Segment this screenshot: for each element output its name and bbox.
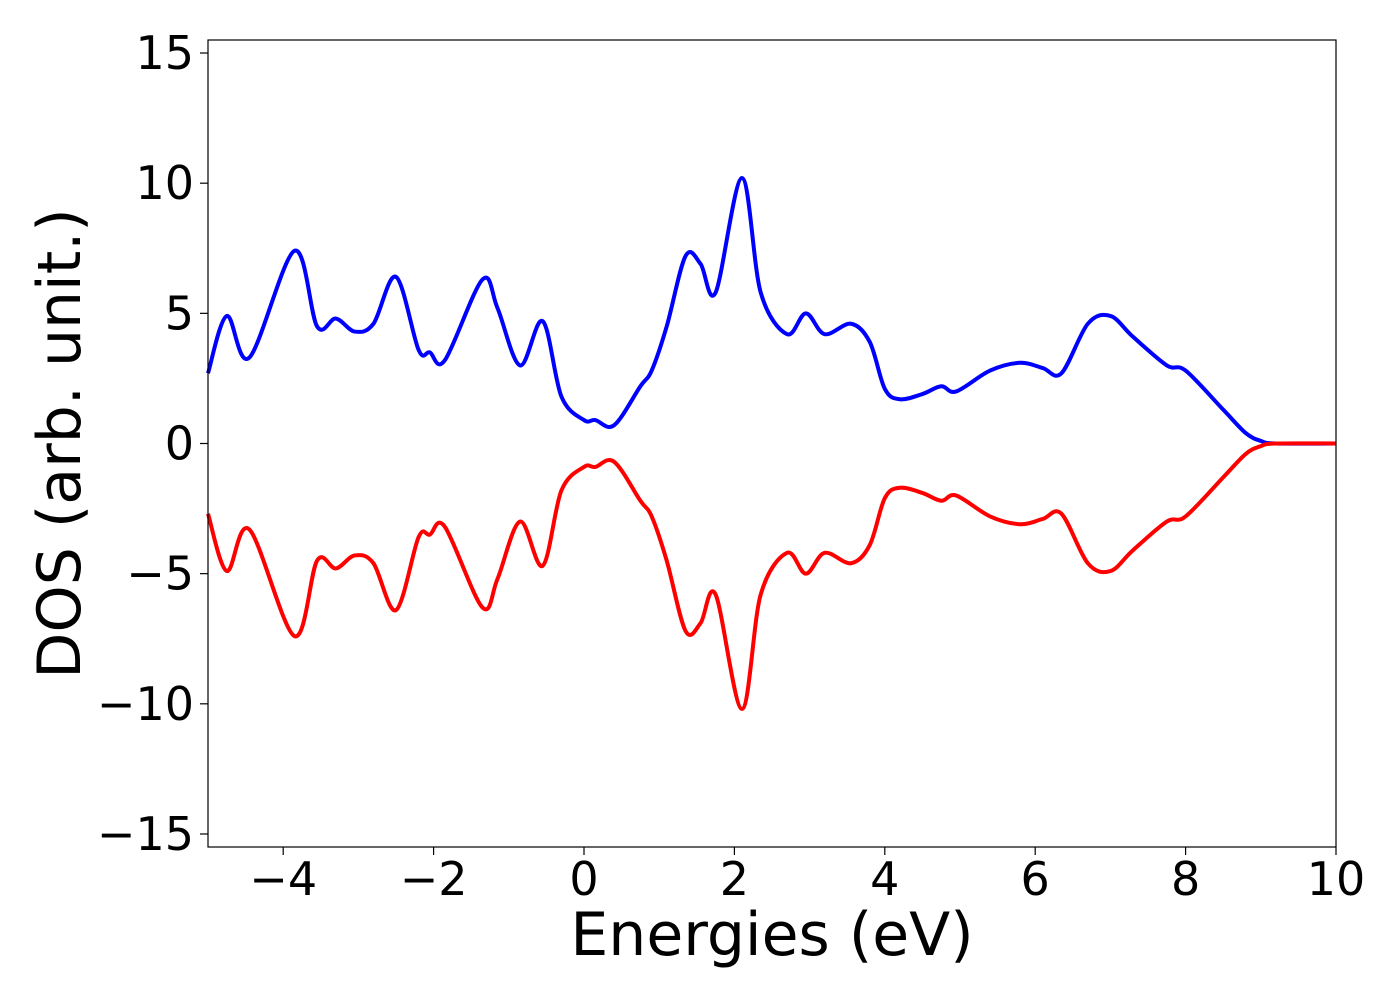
spin-down-line — [206, 441, 1337, 712]
y-tick-label: 5 — [165, 286, 194, 340]
x-tick-label: 4 — [870, 852, 899, 906]
y-tick-label: 10 — [135, 156, 194, 210]
x-tick-label: −4 — [249, 852, 317, 906]
x-tick-label: 8 — [1171, 852, 1200, 906]
y-tick-label: −15 — [97, 807, 194, 861]
x-tick-label: 2 — [720, 852, 749, 906]
plot-frame — [207, 39, 1337, 848]
y-tick-label: −5 — [126, 547, 194, 601]
x-axis-ticks: −4 −2 0 2 4 6 8 10 — [249, 847, 1365, 906]
x-tick-label: 10 — [1307, 852, 1366, 906]
x-axis-title: Energies (eV) — [570, 900, 973, 970]
y-axis-ticks: 15 10 5 0 −5 −10 −15 — [97, 26, 208, 861]
x-tick-label: 0 — [569, 852, 598, 906]
y-axis-title: DOS (arb. unit.) — [25, 208, 95, 678]
y-tick-label: −10 — [97, 677, 194, 731]
y-tick-label: 15 — [135, 26, 194, 80]
series-layer — [206, 175, 1337, 712]
spin-up-line — [206, 175, 1337, 446]
x-tick-label: 6 — [1021, 852, 1050, 906]
x-tick-label: −2 — [400, 852, 468, 906]
y-tick-label: 0 — [165, 417, 194, 471]
